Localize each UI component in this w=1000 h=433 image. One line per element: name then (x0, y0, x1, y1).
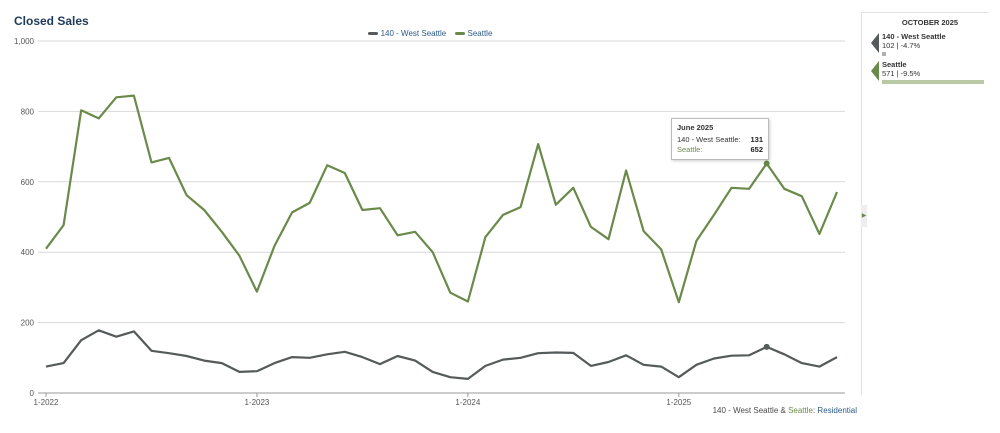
side-entry-marker-seattle (871, 61, 879, 81)
side-entry-seattle[interactable]: Seattle 571 | -9.5% (882, 60, 984, 84)
side-entry-bar (882, 80, 984, 84)
side-panel (861, 12, 989, 395)
legend-item-west-seattle[interactable]: 140 - West Seattle (367, 29, 447, 38)
y-tick-label: 600 (21, 178, 35, 187)
x-tick-label: 1-2025 (666, 398, 691, 407)
tooltip-row-seattle: Seattle: 652 (677, 145, 763, 154)
series-line-seattle (45, 94, 839, 304)
side-entry-west-seattle[interactable]: 140 - West Seattle 102 | -4.7% (882, 32, 946, 56)
chart-footer: 140 - West Seattle & Seattle: Residentia… (713, 406, 857, 415)
footer-series2: Seattle (788, 406, 813, 415)
tooltip-label-seattle: Seattle: (677, 145, 703, 154)
side-panel-title: OCTOBER 2025 (901, 18, 959, 27)
footer-amp: & (778, 406, 789, 415)
x-tick-label: 1-2022 (34, 398, 59, 407)
legend-label-seattle: Seattle (467, 29, 493, 38)
side-entry-bar (882, 52, 887, 56)
side-entry-name: Seattle (882, 60, 907, 69)
tooltip-value-west-seattle: 131 (750, 135, 763, 144)
chart-area: Closed Sales 140 - West Seattle Seattle (0, 14, 860, 38)
y-tick-label: 200 (21, 319, 35, 328)
y-tick-label: 1,000 (14, 37, 35, 46)
legend-swatch-west-seattle (367, 32, 378, 35)
chart-title: Closed Sales (14, 14, 89, 28)
hover-tooltip: June 2025 140 - West Seattle: 131 Seattl… (671, 118, 769, 160)
tooltip-value-seattle: 652 (750, 145, 763, 154)
tooltip-title: June 2025 (677, 123, 714, 132)
legend-label-west-seattle: 140 - West Seattle (380, 29, 447, 38)
y-tick-label: 0 (30, 389, 35, 398)
chart-legend: 140 - West Seattle Seattle (0, 28, 860, 38)
y-tick-label: 400 (21, 248, 35, 257)
highlight-point-west-seattle (763, 343, 770, 350)
tooltip-row-west-seattle: 140 - West Seattle: 131 (677, 135, 763, 144)
side-entry-marker-west-seattle (871, 33, 879, 53)
side-entry-name: 140 - West Seattle (882, 32, 946, 41)
line-chart: 0 200 400 600 800 1,000 1-2022 1-2023 1-2024 1-20… (14, 37, 845, 407)
side-entry-detail: 102 | -4.7% (882, 41, 921, 50)
x-tick-label: 1-2023 (244, 398, 269, 407)
legend-item-seattle[interactable]: Seattle (454, 29, 493, 38)
series-line-west-seattle (45, 329, 838, 380)
footer-property-type[interactable]: Residential (817, 406, 857, 415)
legend-swatch-seattle (454, 32, 465, 35)
footer-sep: : (812, 406, 818, 415)
x-tick-label: 1-2024 (455, 398, 480, 407)
side-entry-detail: 571 | -9.5% (882, 69, 921, 78)
y-tick-label: 800 (21, 107, 35, 116)
footer-series1: 140 - West Seattle (712, 406, 779, 415)
panel-toggle-arrow-icon[interactable]: ▶ (861, 205, 867, 227)
tooltip-label-west-seattle: 140 - West Seattle: (677, 135, 741, 144)
highlight-point-seattle (763, 160, 770, 167)
